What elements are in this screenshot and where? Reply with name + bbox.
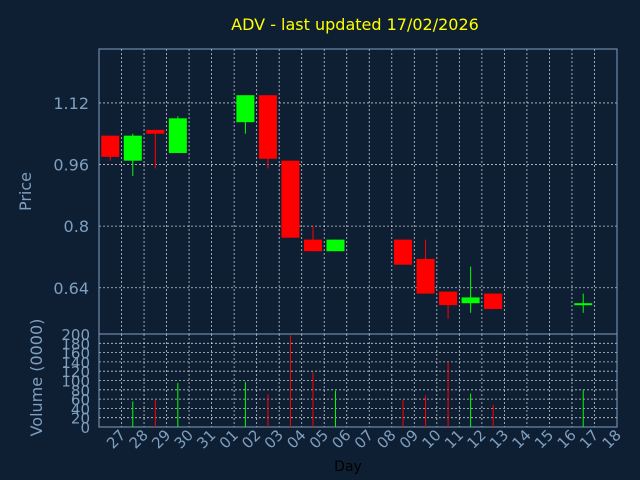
candle-body xyxy=(236,95,255,123)
volume-tick-label: 100 xyxy=(61,373,90,391)
candle-body xyxy=(484,293,503,309)
volume-tick-label: 120 xyxy=(61,363,90,381)
candle-body xyxy=(101,135,120,157)
volume-tick-label: 80 xyxy=(71,382,90,400)
candle-body xyxy=(258,95,277,159)
candle-body xyxy=(416,258,435,294)
price-tick-label: 0.8 xyxy=(64,217,89,236)
candle-body xyxy=(394,239,413,265)
price-tick-label: 1.12 xyxy=(53,94,89,113)
price-tick-label: 0.64 xyxy=(53,279,89,298)
candle-body xyxy=(326,239,345,252)
volume-tick-label: 0 xyxy=(80,419,90,437)
volume-tick-label: 60 xyxy=(71,391,90,409)
volume-tick-label: 180 xyxy=(61,335,90,353)
x-axis-label: Day xyxy=(334,459,362,475)
volume-plot-frame xyxy=(98,333,618,428)
volume-tick-label: 20 xyxy=(71,410,90,428)
x-tick-label: 18 xyxy=(599,426,625,452)
volume-axis-label: Volume (0000) xyxy=(27,319,46,437)
candle-body xyxy=(439,291,458,306)
volume-tick-label: 160 xyxy=(61,345,90,363)
price-panel: 0.64 0.8 0.96 1.12 xyxy=(53,48,618,335)
volume-tick-label: 140 xyxy=(61,354,90,372)
chart-title: ADV - last updated 17/02/2026 xyxy=(231,15,479,34)
candle-body xyxy=(303,239,322,252)
price-tick-label: 0.96 xyxy=(53,156,89,175)
candle-body xyxy=(168,118,187,153)
candle-body xyxy=(146,129,165,134)
candle-body xyxy=(574,303,593,306)
candle-body xyxy=(461,297,480,304)
volume-tick-label: 40 xyxy=(71,400,90,418)
price-axis-label: Price xyxy=(16,172,35,211)
volume-tick-label: 200 xyxy=(61,326,90,344)
x-axis-ticks: 2728293031010203040506070809101112131415… xyxy=(103,426,625,452)
candle-body xyxy=(281,160,300,238)
price-plot-frame xyxy=(98,48,618,335)
candle-body xyxy=(123,135,142,161)
